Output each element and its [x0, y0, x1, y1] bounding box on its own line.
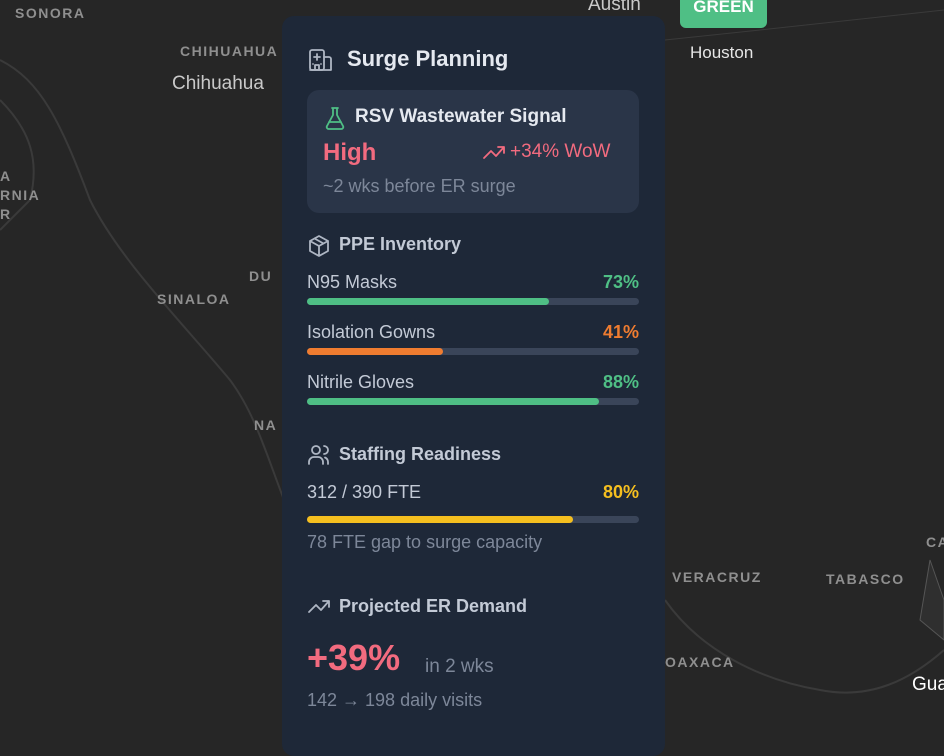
- item-track: [307, 298, 639, 305]
- staffing-percent: 80%: [602, 482, 639, 502]
- signal-note: ~2 wks before ER surge: [323, 176, 516, 196]
- map-label: Chihuahua: [172, 73, 264, 94]
- box-icon: [309, 235, 329, 257]
- ppe-title: PPE Inventory: [339, 234, 462, 254]
- staffing-track: [307, 516, 639, 523]
- map-label: DU: [249, 268, 273, 284]
- map-label: CA: [926, 534, 944, 550]
- staffing-title: Staffing Readiness: [339, 444, 502, 464]
- panel-title: Surge Planning: [347, 46, 509, 71]
- map-label: VERACRUZ: [672, 569, 762, 585]
- item-name: N95 Masks: [307, 272, 398, 292]
- flask-icon: [325, 107, 345, 130]
- demand-horizon: in 2 wks: [425, 656, 494, 677]
- staffing-bar: [307, 516, 573, 523]
- map-label: CHIHUAHUA: [180, 43, 279, 59]
- users-icon: [308, 445, 329, 465]
- item-percent: 88%: [602, 372, 639, 392]
- signal-card: [307, 90, 639, 213]
- item-name: Isolation Gowns: [307, 322, 436, 342]
- map-label: SONORA: [15, 5, 86, 21]
- map-label: A: [0, 168, 12, 184]
- demand-change: +39%: [307, 637, 401, 678]
- item-bar: [307, 398, 600, 405]
- map-label: TABASCO: [826, 571, 905, 587]
- map-label: Gua: [912, 674, 944, 695]
- status-badge: GREEN: [680, 0, 767, 28]
- item-percent: 73%: [602, 272, 639, 292]
- demand-title: Projected ER Demand: [339, 596, 528, 616]
- signal-change: +34% WoW: [510, 141, 611, 162]
- item-track: [307, 348, 639, 355]
- map-label: OAXACA: [665, 654, 735, 670]
- map-label: R: [0, 206, 12, 222]
- staffing-count: 312 / 390 FTE: [307, 482, 422, 502]
- item-name: Nitrile Gloves: [307, 372, 415, 392]
- map-label: RNIA: [0, 187, 41, 203]
- item-track: [307, 398, 639, 405]
- trend-icon: [308, 600, 330, 613]
- item-bar: [307, 348, 444, 355]
- demand-visits: 142 → 198 daily visits: [307, 690, 483, 710]
- map-label: NA: [254, 417, 278, 433]
- map-label: Austin: [588, 0, 641, 15]
- signal-title: RSV Wastewater Signal: [355, 106, 567, 127]
- staffing-note: 78 FTE gap to surge capacity: [307, 532, 543, 552]
- item-percent: 41%: [602, 322, 639, 342]
- trend-icon: [483, 146, 505, 159]
- map-label: Houston: [690, 43, 754, 62]
- map-label: SINALOA: [157, 291, 231, 307]
- hospital-icon: [309, 49, 332, 71]
- signal-level: High: [323, 139, 377, 166]
- item-bar: [307, 298, 550, 305]
